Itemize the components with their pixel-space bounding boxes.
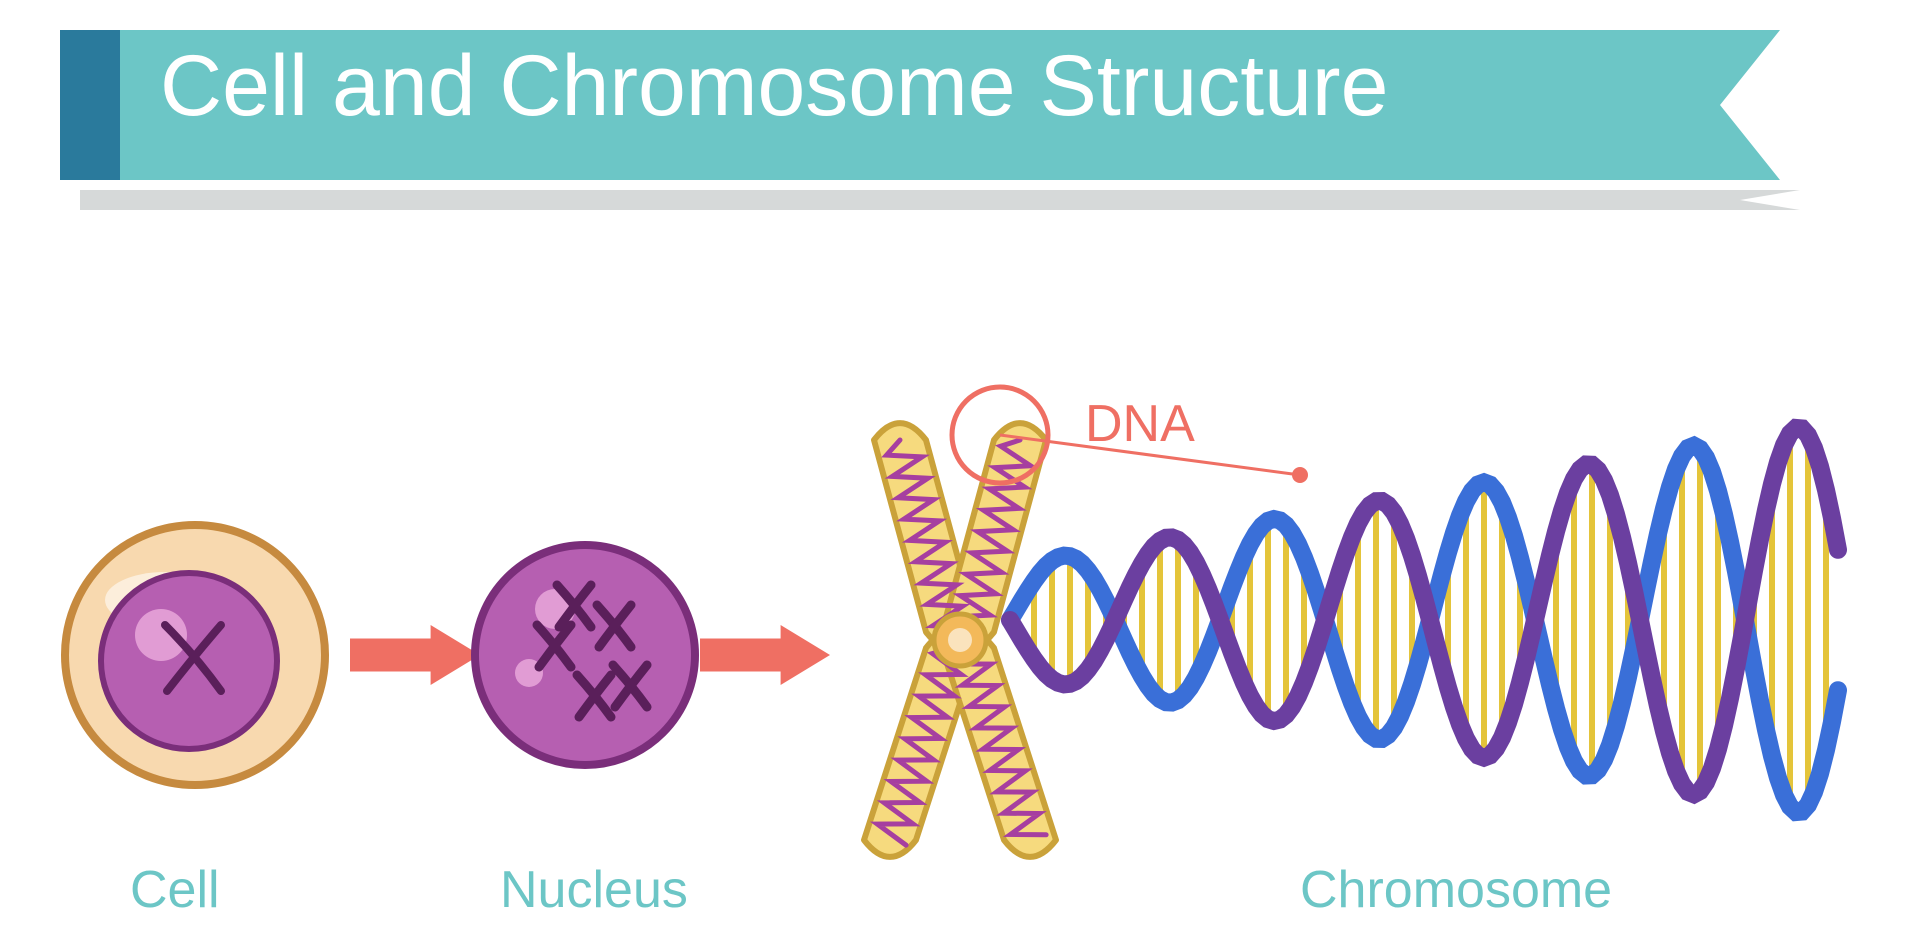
nucleus-illustration — [463, 533, 707, 777]
nucleus-label: Nucleus — [500, 860, 688, 920]
page-title: Cell and Chromosome Structure — [160, 37, 1388, 136]
cell-illustration — [53, 513, 337, 797]
cell-label: Cell — [130, 860, 220, 920]
dna-label: DNA — [1085, 394, 1195, 454]
diagram-stage: Cell and Chromosome Structure DNA Cell N… — [0, 0, 1920, 942]
banner-shadow — [80, 190, 1800, 210]
arrow-icon — [700, 625, 830, 685]
arrow-icon — [350, 625, 480, 685]
chromosome-label: Chromosome — [1300, 860, 1612, 920]
